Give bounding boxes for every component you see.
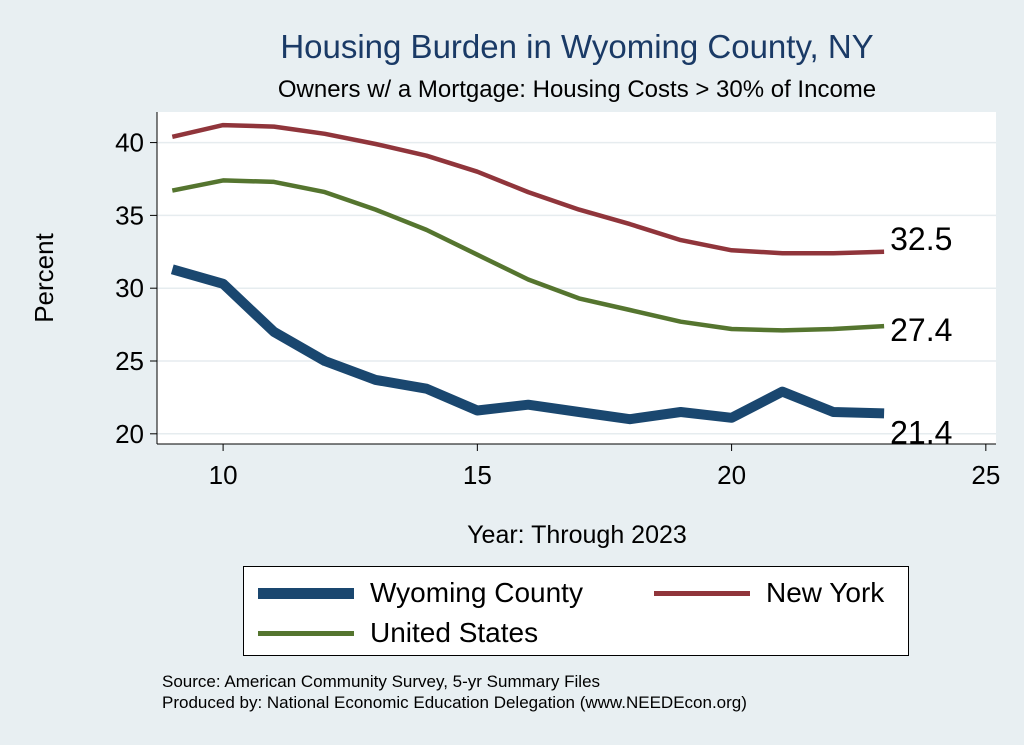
x-tick-label: 10	[209, 460, 238, 490]
legend-item-wyoming-county: Wyoming County	[258, 577, 583, 609]
x-tick-label: 20	[717, 460, 746, 490]
x-axis-title: Year: Through 2023	[467, 521, 687, 549]
legend-label-new-york: New York	[766, 577, 885, 608]
chart-subtitle: Owners w/ a Mortgage: Housing Costs > 30…	[277, 76, 877, 103]
y-tick-label: 35	[115, 200, 144, 230]
y-tick-label: 40	[115, 128, 144, 158]
y-tick-label: 25	[115, 346, 144, 376]
y-axis-title: Percent	[29, 232, 59, 322]
end-value-label: 32.5	[890, 221, 952, 257]
plot-area	[157, 112, 996, 444]
legend-swatch-wyoming-county	[258, 587, 354, 599]
legend-label-wyoming-county: Wyoming County	[370, 577, 583, 608]
legend-item-united-states: United States	[258, 617, 538, 649]
producer-note: Produced by: National Economic Education…	[162, 693, 747, 712]
line-chart: 20 25 30 35 40 10 15 20 25 Percent Year: Through 2…	[29, 112, 1000, 549]
series-line-wyoming-county	[170, 264, 885, 425]
source-note: Source: American Community Survey, 5-yr …	[162, 672, 601, 691]
x-tick-label: 25	[971, 460, 1000, 490]
x-tick-label: 15	[463, 460, 492, 490]
end-value-label: 27.4	[890, 312, 952, 348]
legend-swatch-new-york	[654, 590, 750, 596]
legend-swatch-united-states	[258, 630, 354, 636]
chart-legend: Wyoming County New York United States	[243, 566, 909, 656]
end-value-label: 21.4	[890, 414, 952, 450]
legend-label-united-states: United States	[370, 617, 539, 648]
y-tick-label: 20	[115, 419, 144, 449]
y-tick-label: 30	[115, 273, 144, 303]
legend-item-new-york: New York	[654, 577, 884, 609]
series-line-new-york	[171, 122, 885, 256]
chart-title: Housing Burden in Wyoming County, NY	[280, 28, 874, 65]
series-line-united-states	[171, 178, 885, 333]
